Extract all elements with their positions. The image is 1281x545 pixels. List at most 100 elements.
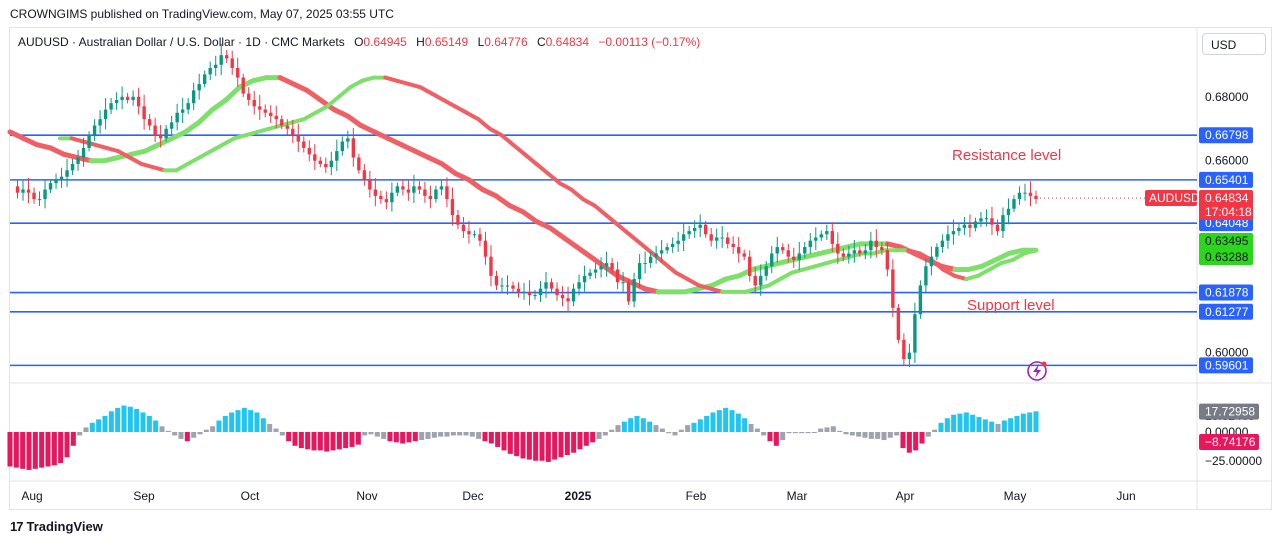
histogram-bar [672,432,678,436]
ma-fast-segment [836,254,853,262]
ma-fast-segment [197,149,214,160]
histogram-bar [1033,411,1039,432]
candle-body [439,186,444,190]
candle-body [957,227,961,232]
symbol-tag [1145,190,1197,207]
histogram-bar [127,406,133,432]
ma-fast-segment [534,161,550,176]
ma-fast-segment [325,94,341,109]
candle-body [109,103,113,110]
chart-frame [9,27,1272,510]
histogram-bar [533,432,539,461]
candle-body [21,189,25,193]
ma-fast-segment [383,75,399,83]
ma-fast-segment [209,142,225,154]
histogram-bar [811,432,817,433]
ma-tag-label: 0.63288 [1205,250,1249,264]
candle-body [252,99,256,107]
histogram-bar [216,420,222,432]
candle-body [566,298,570,302]
histogram-bar [602,432,608,436]
histogram-bar [431,432,437,438]
candle-body [103,109,108,120]
histogram-bar [894,432,900,436]
candle-body [907,352,912,360]
high-label: H [416,35,425,49]
histogram-bar [526,432,532,460]
histogram-bar [191,432,197,438]
candle-body [885,250,890,270]
ma-slow-segment [574,244,593,260]
histogram-bar [311,432,317,451]
histogram-bar [343,432,349,449]
candle-body [368,179,372,190]
histogram-bar [849,432,855,436]
candle-body [131,96,135,100]
candle-body [830,231,834,244]
candle-body [637,263,642,280]
histogram-bar [1027,412,1033,432]
histogram-bar [666,432,672,434]
time-tick-label: May [1004,489,1027,503]
tradingview-logo[interactable]: 17 TradingView [10,519,103,534]
time-tick-label: Mar [787,489,808,503]
candle-body [571,288,576,302]
candle-body [665,247,669,251]
open-value: 0.64945 [363,35,407,49]
ma-fast-segment [348,78,365,90]
candle-body [643,263,647,265]
histogram-bar [336,432,342,450]
low-label: L [477,35,485,49]
candle-body [417,186,422,190]
ma-fast-segment [766,277,783,288]
currency-button[interactable]: USD [1202,33,1266,55]
ma-fast-segment [487,126,504,138]
histogram-bar [134,409,140,432]
ma-fast-segment [662,261,678,275]
flash-icon-ring [1027,361,1047,381]
candle-body [527,291,532,296]
symbol-title: AUDUSD · Australian Dollar / U.S. Dollar… [18,35,345,49]
histogram-bar [723,407,729,432]
ma-fast-segment [499,133,516,147]
ma-fast-segment [778,270,794,282]
time-tick-label: Aug [21,489,42,503]
candle-body [98,119,102,126]
ma-fast-segment [174,161,190,173]
candle-body [1006,208,1011,216]
ma-fast-segment [941,267,957,278]
ma-fast-segment [476,117,492,131]
flash-icon-dot [1041,361,1047,367]
histogram-bar [1001,420,1007,432]
candle-body [445,186,449,200]
candle-body [324,163,328,168]
candle-body [935,247,939,257]
candle-body [560,295,565,299]
change-value: −0.00113 (−0.17%) [598,35,701,49]
candle-body [929,256,934,267]
candle-body [81,147,86,158]
ma-fast-segment [150,165,167,173]
histogram-bar [77,432,83,436]
ma-fast-segment [255,126,272,134]
histogram-bar [647,421,653,432]
candle-body [1028,192,1033,196]
histogram-bar [393,432,399,443]
candle-body [505,285,510,287]
histogram-bar [552,432,558,460]
histogram-bar [951,414,957,432]
ma-fast-segment [580,197,597,208]
candle-body [307,147,311,155]
histogram-bar [248,410,254,432]
candle-body [197,83,201,91]
ma-fast-segment [290,117,306,125]
candle-body [814,237,818,241]
tradingview-logo-icon: 17 [10,519,24,534]
level-tag-label: 0.59601 [1205,358,1249,372]
candle-body [412,186,416,193]
histogram-bar [786,432,792,434]
candle-body [434,189,438,200]
ma-fast-segment [952,273,969,282]
candle-body [648,256,653,264]
